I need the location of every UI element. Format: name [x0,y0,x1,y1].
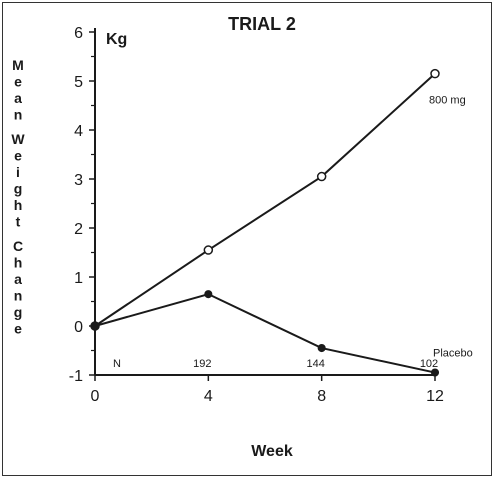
n-label: N [113,358,121,370]
n-value: 102 [420,358,438,370]
series-labels: 800 mg Placebo [429,95,473,360]
x-axis-label: Week [251,443,293,460]
series-points [90,68,440,377]
y-axis-unit: Kg [106,31,127,48]
y-tick-label: 6 [74,25,83,42]
data-point [316,171,327,182]
y-tick-label: 1 [74,270,83,287]
chart-title: TRIAL 2 [228,14,296,34]
x-tick-label: 0 [91,388,100,405]
data-point [203,245,214,255]
y-tick-label: -1 [69,368,83,385]
data-point [430,68,440,79]
data-point [204,290,213,299]
series-line-800mg [94,72,436,327]
series-label: Placebo [433,348,473,360]
series-line-placebo [94,293,436,374]
n-value: 144 [306,358,324,370]
y-tick-label: 3 [74,172,83,189]
n-value: 192 [193,358,211,370]
data-point [317,344,326,353]
x-tick-label: 4 [204,388,213,405]
x-tick-label: 12 [426,388,444,405]
data-point [430,368,440,377]
y-tick-label: 5 [74,74,83,91]
n-count-row: N 192 144 102 [113,358,438,370]
y-tick-label: 0 [74,319,83,336]
series-lines [94,72,436,374]
series-label: 800 mg [429,95,466,107]
y-tick-label: 2 [74,221,83,238]
y-tick-label: 4 [74,123,83,140]
data-point [90,321,100,331]
x-tick-label: 8 [317,388,326,405]
chart-frame [2,2,492,476]
